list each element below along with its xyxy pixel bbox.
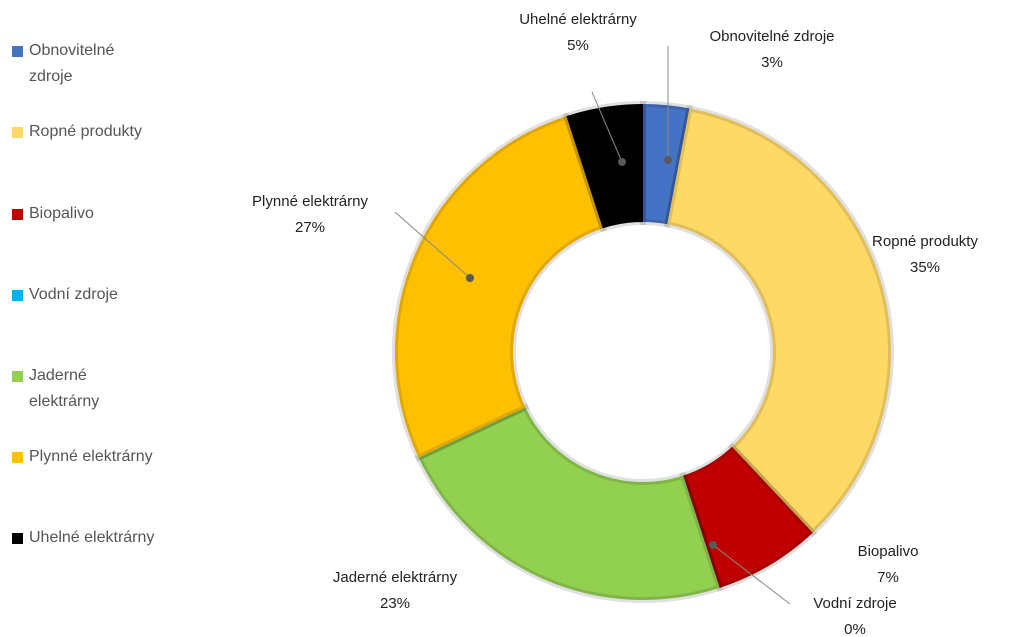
- data-label-name: Obnovitelné zdroje: [709, 28, 834, 45]
- data-label-name: Vodní zdroje: [813, 595, 896, 612]
- leader-line: [394, 211, 471, 279]
- legend-item: Vodní zdroje: [12, 282, 212, 308]
- data-label-value: 23%: [380, 595, 410, 612]
- legend-label: Obnovitelné zdroje: [29, 42, 115, 85]
- donut-slice: [562, 100, 646, 233]
- data-label-value: 0%: [844, 621, 866, 637]
- legend-item: Ropné produkty: [12, 119, 212, 145]
- data-label-name: Plynné elektrárny: [252, 193, 368, 210]
- legend-item: Jaderné elektrárny: [12, 363, 132, 415]
- data-label-value: 3%: [761, 54, 783, 71]
- data-label-value: 35%: [910, 259, 940, 276]
- legend-label: Biopalivo: [29, 205, 94, 222]
- legend-swatch: [12, 371, 23, 382]
- leader-line: [712, 544, 791, 605]
- leader-dot: [709, 541, 717, 549]
- data-label-name: Uhelné elektrárny: [519, 11, 637, 28]
- data-label-name: Jaderné elektrárny: [333, 569, 458, 586]
- data-label-name: Ropné produkty: [872, 233, 978, 250]
- legend-swatch: [12, 209, 23, 220]
- leader-dot: [466, 274, 474, 282]
- legend-item: Plynné elektrárny: [12, 444, 212, 470]
- legend-label: Uhelné elektrárny: [29, 529, 155, 546]
- data-label-value: 27%: [295, 219, 325, 236]
- donut-slice: [414, 403, 724, 603]
- leader-line: [591, 91, 623, 163]
- legend-label: Plynné elektrárny: [29, 448, 153, 465]
- legend-item: Uhelné elektrárny: [12, 525, 212, 551]
- legend-swatch: [12, 533, 23, 544]
- donut-slice: [640, 100, 693, 228]
- data-label-value: 5%: [567, 37, 589, 54]
- leader-dot: [664, 156, 672, 164]
- legend-label: Jaderné elektrárny: [29, 367, 100, 410]
- legend-label: Vodní zdroje: [29, 286, 118, 303]
- legend-swatch: [12, 127, 23, 138]
- legend-swatch: [12, 46, 23, 57]
- data-label-value: 7%: [877, 569, 899, 586]
- data-label-name: Biopalivo: [858, 543, 919, 560]
- leader-dot: [618, 158, 626, 166]
- legend-label: Ropné produkty: [29, 123, 142, 140]
- donut-slice: [392, 112, 607, 462]
- legend-item: Biopalivo: [12, 201, 212, 227]
- legend-item: Obnovitelné zdroje: [12, 38, 132, 90]
- legend-swatch: [12, 452, 23, 463]
- donut-slice: [663, 104, 894, 538]
- legend-swatch: [12, 290, 23, 301]
